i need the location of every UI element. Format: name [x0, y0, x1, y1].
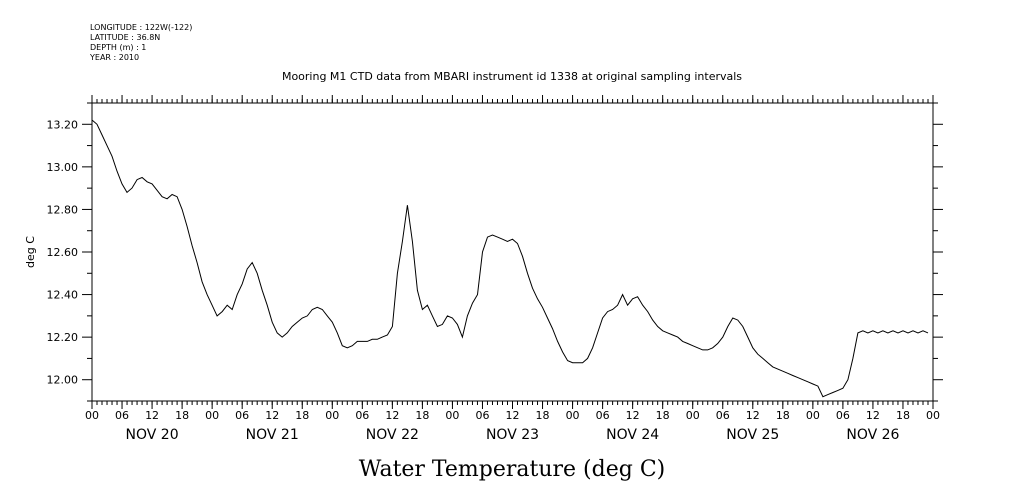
y-tick-label: 13.00 [47, 161, 79, 174]
day-label: NOV 26 [846, 427, 899, 443]
day-label: NOV 23 [486, 427, 539, 443]
x-tick-label: 06 [115, 409, 129, 422]
y-tick-label: 12.40 [47, 289, 79, 302]
x-axis-title: Water Temperature (deg C) [359, 457, 666, 482]
y-tick-label: 12.00 [47, 374, 79, 387]
x-tick-label: 12 [385, 409, 399, 422]
series-line-water-temperature [91, 119, 929, 398]
x-tick-label: 06 [235, 409, 249, 422]
x-tick-label: 00 [85, 409, 99, 422]
x-tick-label: 00 [325, 409, 339, 422]
x-tick-label: 06 [836, 409, 850, 422]
x-tick-label: 00 [445, 409, 459, 422]
x-axis-day-labels: NOV 20 NOV 21 NOV 22 NOV 23 NOV 24 NOV 25 NOV … [126, 427, 900, 443]
minor-ticks [91, 99, 934, 405]
x-tick-label: 18 [536, 409, 550, 422]
year-label: YEAR : 2010 [89, 53, 139, 62]
x-tick-label: 00 [926, 409, 940, 422]
x-tick-label: 18 [656, 409, 670, 422]
x-tick-label: 12 [746, 409, 760, 422]
x-tick-label: 06 [475, 409, 489, 422]
x-axis-hour-labels: 00 06 12 18 00 06 12 18 00 06 12 18 00 06 12 18 00 06 12 18… [85, 409, 940, 422]
day-label: NOV 25 [726, 427, 779, 443]
x-tick-label: 06 [355, 409, 369, 422]
x-tick-label: 18 [415, 409, 429, 422]
y-axis-ticks [82, 102, 943, 402]
day-label: NOV 22 [366, 427, 419, 443]
y-tick-label: 12.20 [47, 331, 79, 344]
y-tick-label: 12.80 [47, 203, 79, 216]
x-tick-label: 12 [626, 409, 640, 422]
x-tick-label: 00 [205, 409, 219, 422]
y-tick-label: 12.60 [47, 246, 79, 259]
latitude-label: LATITUDE : 36.8N [90, 33, 160, 42]
y-tick-label: 13.20 [47, 118, 79, 131]
day-label: NOV 24 [606, 427, 659, 443]
x-tick-label: 00 [566, 409, 580, 422]
x-tick-label: 06 [596, 409, 610, 422]
x-tick-label: 12 [506, 409, 520, 422]
x-tick-label: 18 [295, 409, 309, 422]
x-tick-label: 00 [686, 409, 700, 422]
x-tick-label: 12 [265, 409, 279, 422]
chart-title: Mooring M1 CTD data from MBARI instrumen… [282, 70, 742, 83]
x-tick-label: 00 [806, 409, 820, 422]
plot-frame [91, 102, 934, 402]
longitude-label: LONGITUDE : 122W(-122) [90, 23, 192, 32]
x-tick-label: 12 [866, 409, 880, 422]
depth-label: DEPTH (m) : 1 [90, 43, 146, 52]
x-axis-ticks [91, 95, 934, 409]
x-tick-label: 18 [175, 409, 189, 422]
x-tick-label: 18 [896, 409, 910, 422]
y-axis-label: deg C [24, 236, 37, 268]
x-tick-label: 18 [776, 409, 790, 422]
y-axis-tick-labels: 12.00 12.20 12.40 12.60 12.80 13.00 13.20 [47, 118, 79, 386]
x-tick-label: 06 [716, 409, 730, 422]
x-tick-label: 12 [145, 409, 159, 422]
day-label: NOV 20 [126, 427, 179, 443]
day-label: NOV 21 [246, 427, 299, 443]
